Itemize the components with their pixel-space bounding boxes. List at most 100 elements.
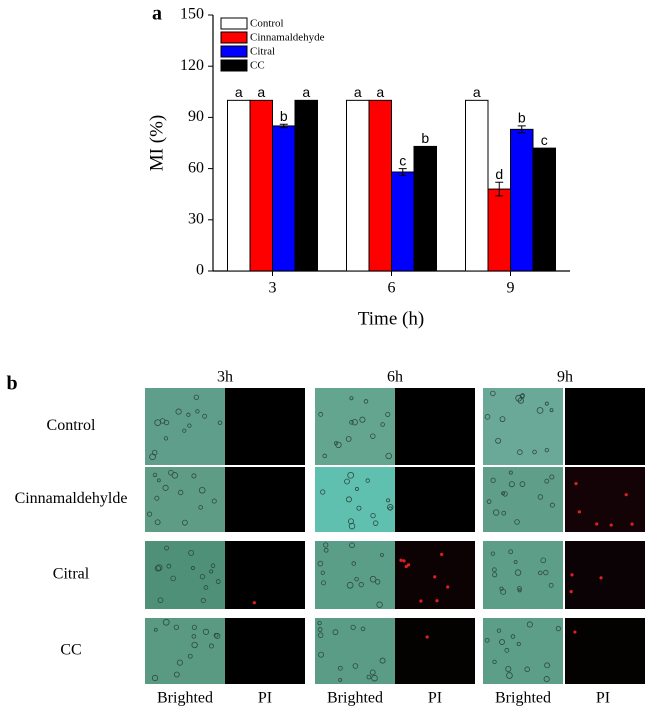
cell <box>198 486 206 494</box>
cell <box>505 665 512 673</box>
significance-label: b <box>518 110 526 126</box>
row-label: CC <box>60 642 81 659</box>
cell <box>191 634 197 639</box>
cell <box>369 669 376 676</box>
pi-image <box>565 467 645 532</box>
error-bar <box>495 181 504 197</box>
cell <box>349 542 355 549</box>
cell <box>164 545 169 551</box>
cell <box>369 575 377 583</box>
error-bar <box>517 125 526 134</box>
cell <box>496 628 502 633</box>
cell <box>506 672 513 679</box>
legend-swatch <box>220 45 248 58</box>
cell <box>380 422 385 427</box>
cell <box>317 632 324 638</box>
cell <box>508 470 513 475</box>
significance-label: a <box>257 84 265 100</box>
cell <box>517 588 522 593</box>
cell <box>544 478 550 484</box>
brightfield-image <box>483 618 563 684</box>
cell <box>202 413 208 419</box>
significance-label: a <box>302 84 310 100</box>
stained-cell <box>574 481 578 486</box>
cell <box>332 629 339 636</box>
cell <box>153 627 158 632</box>
y-tick-label: 90 <box>188 108 204 125</box>
legend-label: Cinnamaldehyde <box>250 32 325 44</box>
cell <box>544 401 549 406</box>
cell <box>492 659 497 665</box>
stained-cell <box>599 576 603 580</box>
bar <box>294 99 318 272</box>
cell <box>510 634 516 639</box>
stained-cell <box>252 601 256 605</box>
y-tick-label: 0 <box>196 262 204 279</box>
cell <box>502 491 508 497</box>
cell <box>173 624 180 630</box>
bar <box>227 99 251 272</box>
cell <box>501 491 506 496</box>
legend-swatch <box>220 17 248 30</box>
y-axis-label: MI (%) <box>146 115 167 171</box>
cell <box>484 637 490 643</box>
micrograph-pair <box>145 541 305 609</box>
row-label: Citral <box>53 566 90 583</box>
significance-label: d <box>495 166 503 182</box>
brightfield-image <box>483 388 563 465</box>
pi-image <box>565 388 645 465</box>
legend-label: CC <box>250 60 265 72</box>
cell <box>537 570 543 576</box>
stained-cell <box>595 522 599 526</box>
stained-cell <box>609 523 613 527</box>
significance-label: a <box>376 84 384 100</box>
cell <box>149 453 156 461</box>
bar <box>532 147 556 272</box>
brightfield-image <box>315 541 395 609</box>
bar <box>487 188 511 272</box>
cell <box>543 569 549 576</box>
cell <box>388 506 393 511</box>
panel-label: b <box>6 373 17 395</box>
cell <box>191 641 198 649</box>
cell <box>349 420 354 425</box>
cell <box>215 579 221 584</box>
cell <box>173 671 180 678</box>
stained-cell <box>402 559 406 563</box>
pi-image <box>395 467 475 532</box>
cell <box>354 576 359 582</box>
cell <box>159 418 166 424</box>
cell <box>187 653 193 659</box>
cell <box>519 481 526 487</box>
stained-cell <box>570 573 574 577</box>
pi-image <box>395 618 475 684</box>
cell <box>217 420 223 425</box>
pi-image <box>225 467 305 532</box>
pi-image <box>565 541 645 609</box>
cell <box>322 453 327 459</box>
cell <box>147 511 153 517</box>
cell <box>335 441 342 449</box>
cell <box>318 411 324 417</box>
legend-label: Citral <box>250 46 275 58</box>
pi-image <box>225 618 305 684</box>
cell <box>490 551 496 556</box>
cell <box>200 597 206 604</box>
cell <box>508 549 514 555</box>
cell <box>176 659 183 666</box>
pi-image <box>225 541 305 609</box>
bar <box>249 99 273 272</box>
cell <box>190 566 195 571</box>
cell <box>358 582 364 588</box>
significance-label: c <box>541 132 548 148</box>
cell <box>317 627 323 632</box>
bar <box>413 145 437 272</box>
bar <box>346 99 370 272</box>
cell <box>548 582 554 588</box>
cell <box>543 676 550 683</box>
cell <box>181 519 188 526</box>
micrograph-pair <box>483 541 645 609</box>
cell <box>350 624 356 631</box>
significance-label: b <box>280 108 288 124</box>
cell <box>359 416 366 423</box>
